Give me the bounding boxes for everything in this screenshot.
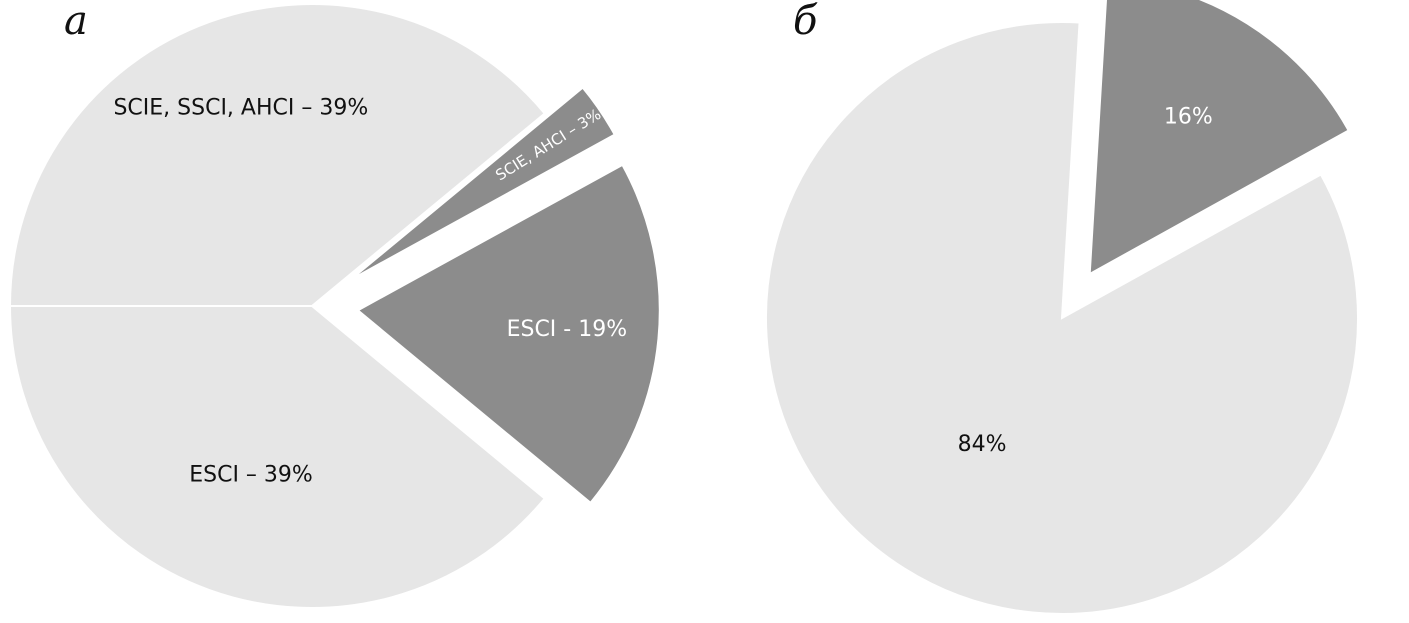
slice-label: ESCI – 39% bbox=[189, 462, 313, 487]
pie-slice bbox=[356, 163, 661, 505]
slice-label: SCIE, SSCI, AHCI – 39% bbox=[113, 95, 368, 120]
slice-label: 16% bbox=[1164, 104, 1213, 129]
slice-label: ESCI - 19% bbox=[507, 317, 628, 342]
pie-chart-a: SCIE, SSCI, AHCI – 39% SCIE, AHCI – 3%ESC… bbox=[8, 3, 661, 609]
pie-slice bbox=[765, 21, 1359, 615]
pie-chart-b: 84% 16% bbox=[765, 0, 1359, 615]
slice-label: 84% bbox=[958, 432, 1007, 457]
pie-slice bbox=[8, 305, 547, 609]
pie-slice bbox=[8, 3, 547, 307]
panel-label-a: а bbox=[64, 0, 88, 44]
pie-slice bbox=[349, 86, 617, 282]
panel-label-b: б bbox=[793, 0, 818, 44]
pie-slice bbox=[1088, 0, 1350, 276]
